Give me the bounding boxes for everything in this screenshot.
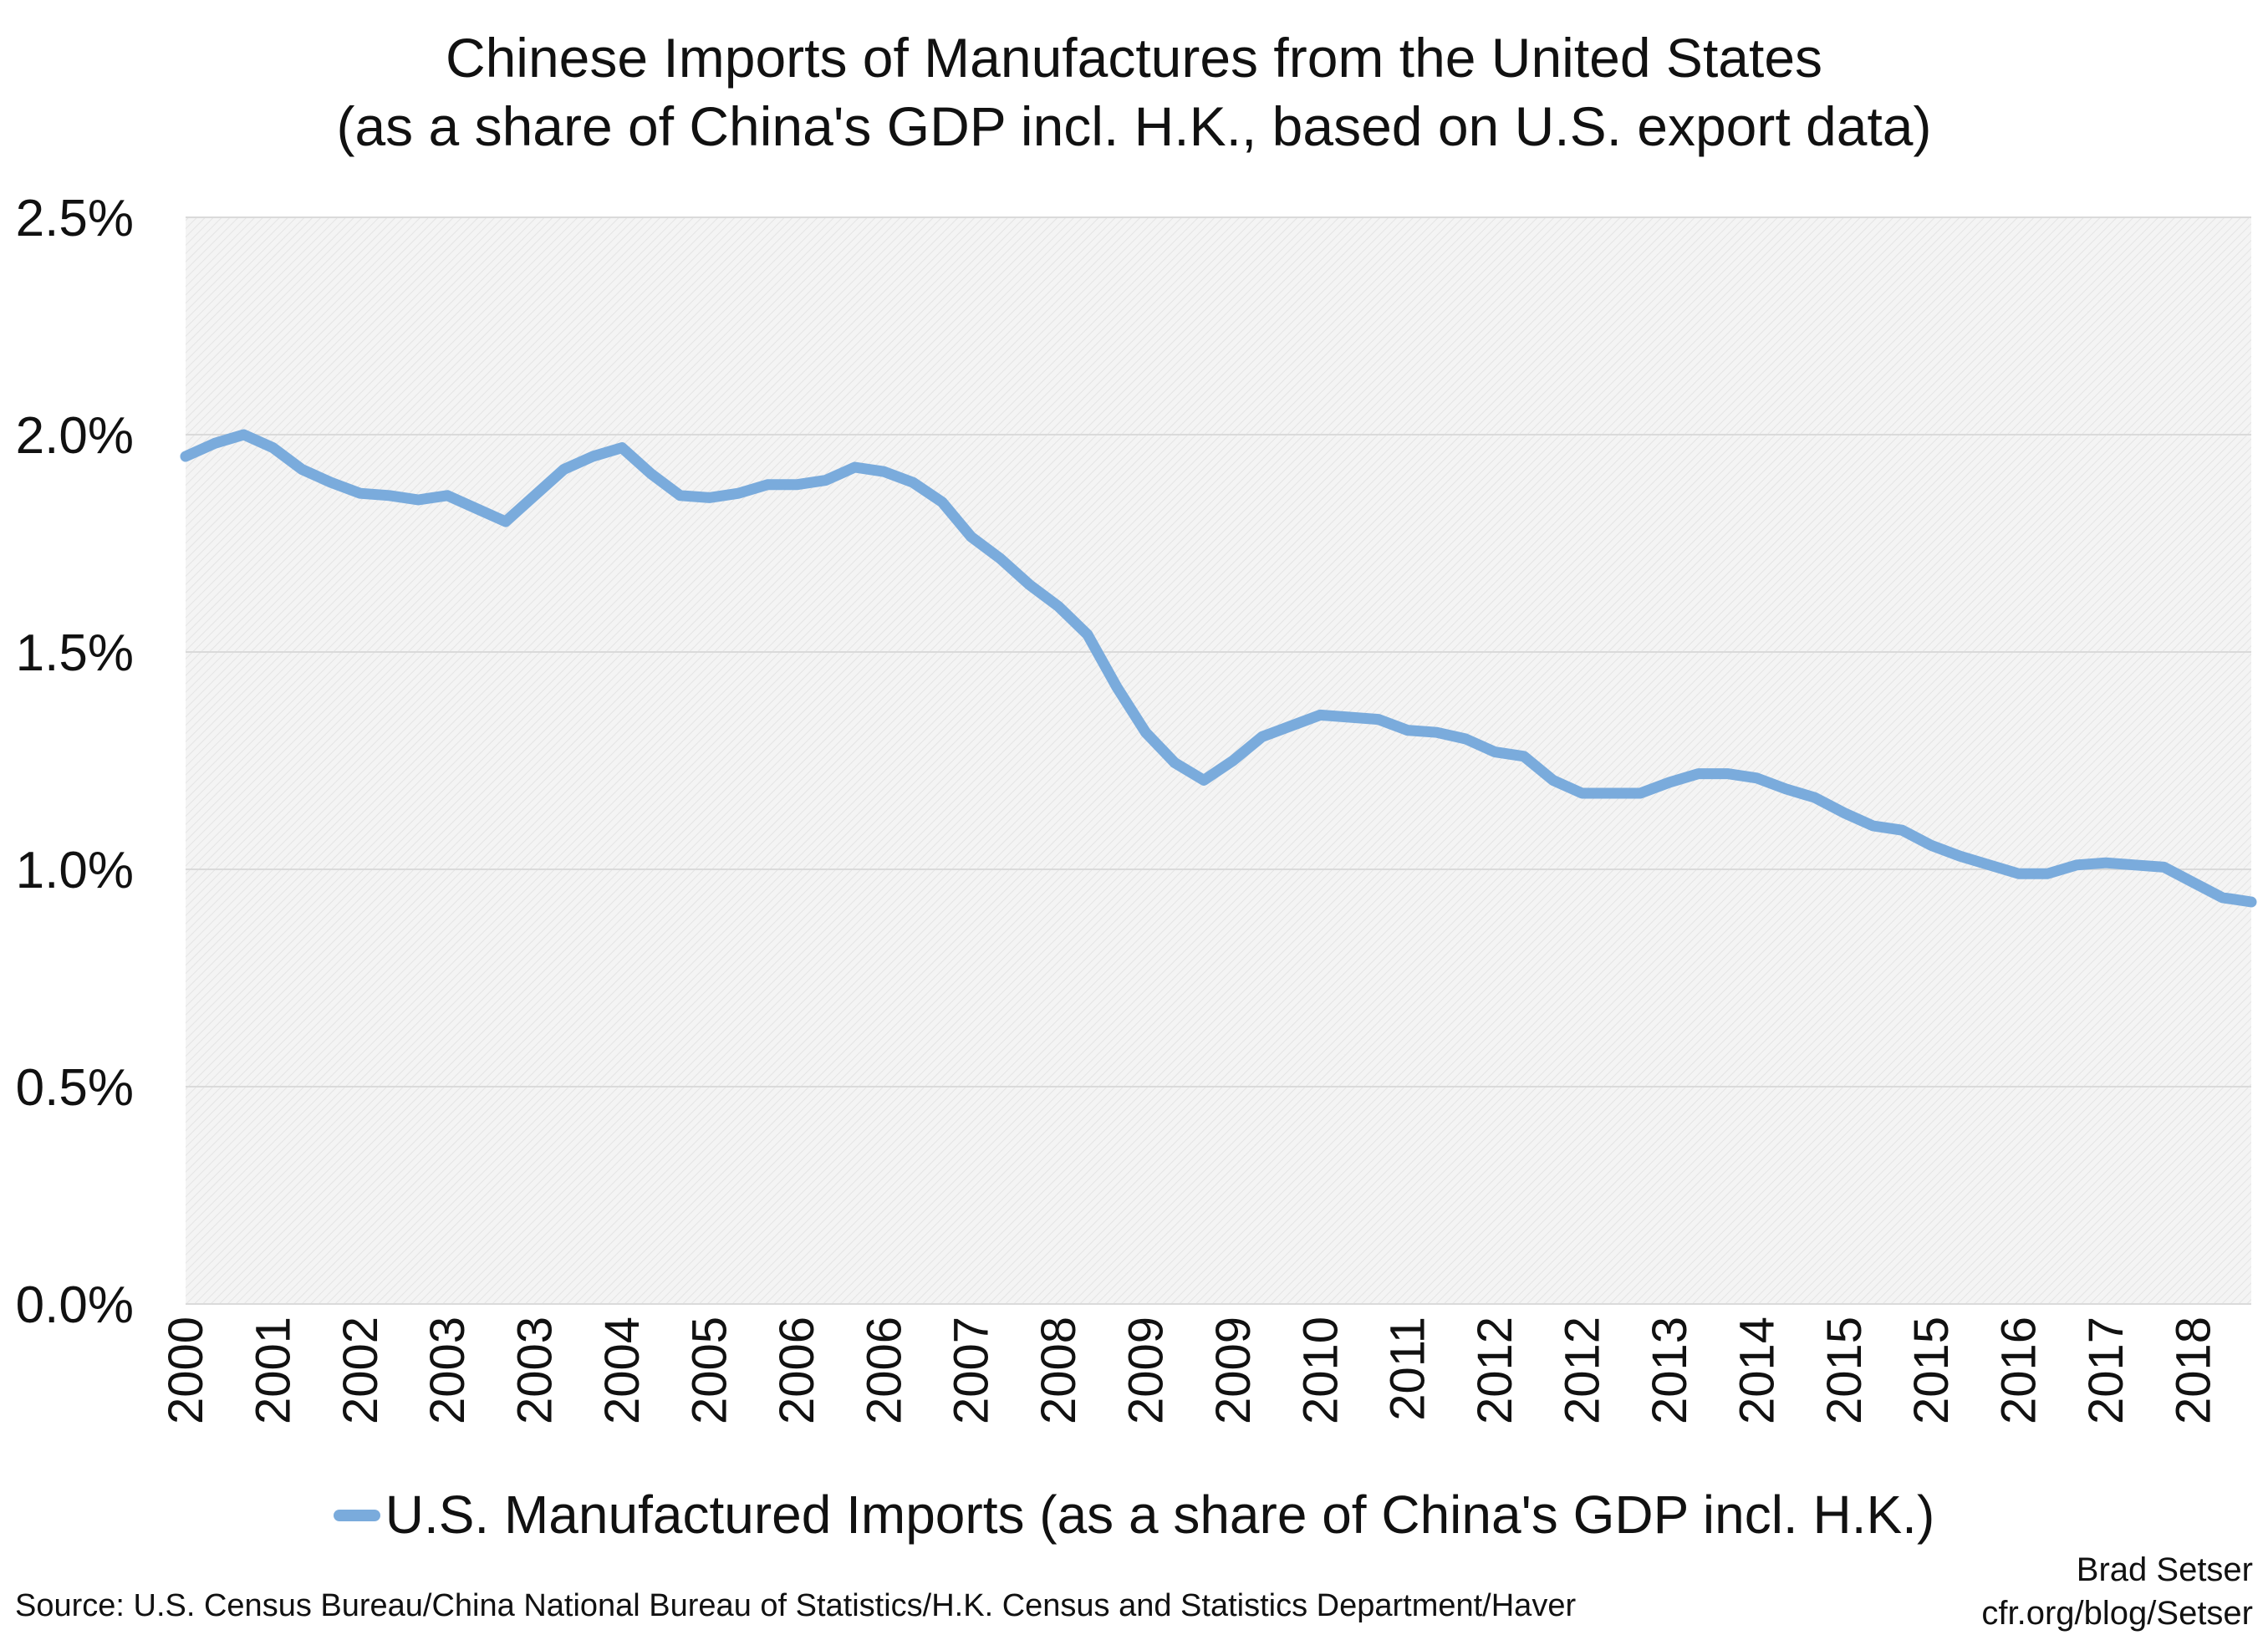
gridlines [186, 216, 2251, 1305]
y-tick-label: 0.0% [16, 1276, 134, 1334]
credit: Brad Setser cfr.org/blog/Setser [1981, 1548, 2253, 1635]
x-tick-label: 2012 [1468, 1317, 1522, 1424]
x-tick-label: 2007 [945, 1317, 999, 1424]
legend-label: U.S. Manufactured Imports (as a share of… [385, 1485, 1935, 1545]
author-name: Brad Setser [2076, 1551, 2253, 1588]
chart-subtitle: (as a share of China's GDP incl. H.K., b… [336, 95, 1932, 157]
legend: U.S. Manufactured Imports (as a share of… [0, 1481, 2268, 1548]
x-tick-label: 2008 [1032, 1317, 1086, 1424]
x-tick-label: 2002 [334, 1317, 388, 1424]
x-tick-label: 2003 [420, 1317, 475, 1424]
source-note: Source: U.S. Census Bureau/China Nationa… [15, 1588, 1577, 1623]
x-tick-label: 2005 [683, 1317, 737, 1424]
y-tick-label: 1.5% [16, 624, 134, 682]
plot-area [186, 217, 2251, 1304]
x-tick-label: 2014 [1730, 1317, 1784, 1424]
legend-swatch [333, 1510, 380, 1522]
chart-title-line1: Chinese Imports of Manufactures from the… [445, 27, 1823, 89]
series-layer [180, 429, 2257, 908]
x-tick-label: 2009 [1206, 1317, 1261, 1424]
x-tick-label: 2011 [1381, 1317, 1435, 1421]
x-axis-ticks: 2000 2001 2002 2003 2003 2004 2005 2006 2006 2007… [159, 1317, 2220, 1424]
x-tick-label: 2017 [2079, 1317, 2133, 1424]
x-tick-label: 2001 [246, 1317, 300, 1424]
x-tick-label: 2016 [1992, 1317, 2046, 1424]
y-axis-ticks: 0.0% 0.5% 1.0% 1.5% 2.0% 2.5% [16, 190, 134, 1334]
x-tick-label: 2006 [770, 1317, 824, 1424]
chart-title: Chinese Imports of Manufactures from the… [0, 23, 2268, 160]
x-tick-label: 2010 [1293, 1317, 1348, 1424]
y-tick-label: 2.5% [16, 190, 134, 247]
x-tick-label: 2018 [2166, 1317, 2220, 1424]
y-tick-label: 1.0% [16, 842, 134, 899]
x-tick-label: 2015 [1904, 1317, 1959, 1424]
x-tick-label: 2012 [1556, 1317, 1610, 1424]
author-site: cfr.org/blog/Setser [1981, 1595, 2253, 1632]
y-tick-label: 2.0% [16, 407, 134, 465]
x-tick-label: 2004 [595, 1317, 650, 1424]
y-tick-label: 0.5% [16, 1059, 134, 1117]
x-tick-label: 2009 [1119, 1317, 1174, 1424]
x-tick-label: 2013 [1643, 1317, 1697, 1424]
series-line [180, 429, 2257, 908]
x-tick-label: 2006 [857, 1317, 911, 1424]
x-tick-label: 2000 [159, 1317, 213, 1424]
x-tick-label: 2015 [1817, 1317, 1872, 1424]
x-tick-label: 2003 [508, 1317, 563, 1424]
